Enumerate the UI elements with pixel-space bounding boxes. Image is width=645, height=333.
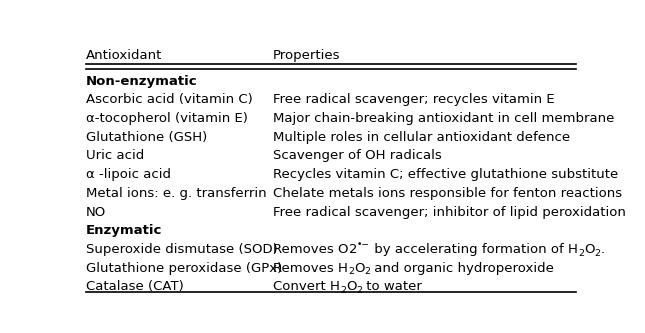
- Text: Glutathione peroxidase (GPx): Glutathione peroxidase (GPx): [86, 262, 282, 275]
- Text: Properties: Properties: [273, 49, 341, 62]
- Text: Metal ions: e. g. transferrin: Metal ions: e. g. transferrin: [86, 187, 266, 200]
- Text: Antioxidant: Antioxidant: [86, 49, 162, 62]
- Text: Multiple roles in cellular antioxidant defence: Multiple roles in cellular antioxidant d…: [273, 131, 570, 144]
- Text: α -lipoic acid: α -lipoic acid: [86, 168, 171, 181]
- Text: 2: 2: [357, 286, 362, 295]
- Text: Enzymatic: Enzymatic: [86, 224, 162, 237]
- Text: and organic hydroperoxide: and organic hydroperoxide: [370, 262, 554, 275]
- Text: Uric acid: Uric acid: [86, 150, 144, 163]
- Text: 2: 2: [348, 267, 354, 276]
- Text: O: O: [354, 262, 364, 275]
- Text: Non-enzymatic: Non-enzymatic: [86, 75, 197, 88]
- Text: α-tocopherol (vitamin E): α-tocopherol (vitamin E): [86, 112, 248, 125]
- Text: by accelerating formation of H: by accelerating formation of H: [370, 243, 578, 256]
- Text: Convert H: Convert H: [273, 280, 340, 293]
- Text: Scavenger of OH radicals: Scavenger of OH radicals: [273, 150, 442, 163]
- Text: Ascorbic acid (vitamin C): Ascorbic acid (vitamin C): [86, 93, 252, 106]
- Text: Superoxide dismutase (SOD): Superoxide dismutase (SOD): [86, 243, 277, 256]
- Text: Free radical scavenger; inhibitor of lipid peroxidation: Free radical scavenger; inhibitor of lip…: [273, 205, 626, 218]
- Text: 2: 2: [364, 267, 370, 276]
- Text: NO: NO: [86, 205, 106, 218]
- Text: Recycles vitamin C; effective glutathione substitute: Recycles vitamin C; effective glutathion…: [273, 168, 619, 181]
- Text: .: .: [600, 243, 604, 256]
- Text: Catalase (CAT): Catalase (CAT): [86, 280, 183, 293]
- Text: to water: to water: [362, 280, 422, 293]
- Text: O: O: [346, 280, 357, 293]
- Text: Removes O: Removes O: [273, 243, 348, 256]
- Text: •−: •−: [357, 240, 370, 249]
- Text: 2: 2: [340, 286, 346, 295]
- Text: Glutathione (GSH): Glutathione (GSH): [86, 131, 207, 144]
- Text: O: O: [584, 243, 594, 256]
- Text: 2: 2: [348, 243, 357, 256]
- Text: 2: 2: [594, 249, 600, 258]
- Text: Chelate metals ions responsible for fenton reactions: Chelate metals ions responsible for fent…: [273, 187, 622, 200]
- Text: Free radical scavenger; recycles vitamin E: Free radical scavenger; recycles vitamin…: [273, 93, 555, 106]
- Text: 2: 2: [578, 249, 584, 258]
- Text: Removes H: Removes H: [273, 262, 348, 275]
- Text: Major chain-breaking antioxidant in cell membrane: Major chain-breaking antioxidant in cell…: [273, 112, 615, 125]
